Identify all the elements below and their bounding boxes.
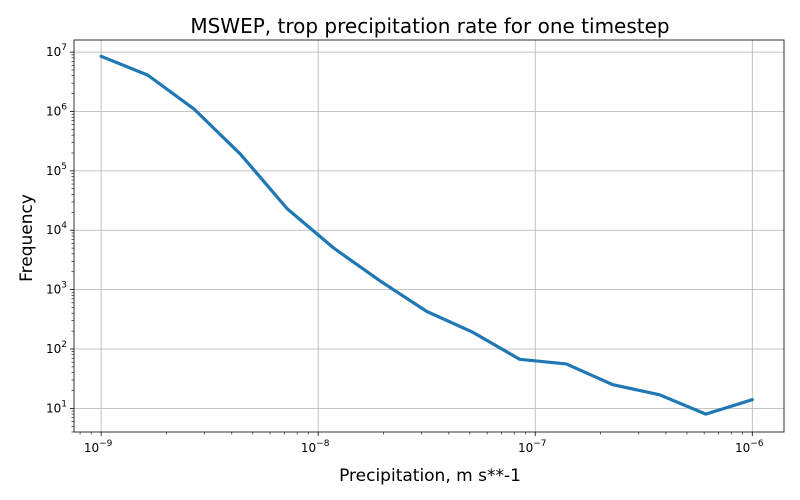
y-tick-label: 104 xyxy=(46,221,67,237)
axes xyxy=(70,39,785,436)
chart-title: MSWEP, trop precipitation rate for one t… xyxy=(190,14,669,38)
x-tick-labels: 10−9 10−8 10−7 10−6 xyxy=(84,439,764,455)
y-axis-label: Frequency xyxy=(17,194,37,282)
y-tick-label: 105 xyxy=(46,162,67,178)
x-tick-label: 10−8 xyxy=(301,439,330,455)
y-tick-label: 103 xyxy=(46,281,67,297)
y-tick-labels: 101 102 103 104 105 106 107 xyxy=(46,43,67,415)
x-axis-label: Precipitation, m s**-1 xyxy=(339,466,521,486)
y-tick-label: 106 xyxy=(46,102,67,118)
x-tick-label: 10−6 xyxy=(735,439,764,455)
y-tick-label: 101 xyxy=(46,399,67,415)
y-tick-label: 102 xyxy=(46,340,67,356)
plot-frame xyxy=(73,39,785,433)
x-tick-label: 10−7 xyxy=(518,439,547,455)
y-tick-label: 107 xyxy=(46,43,67,59)
x-tick-label: 10−9 xyxy=(84,439,113,455)
series-line xyxy=(99,54,754,416)
grid xyxy=(74,40,784,432)
series-layer xyxy=(99,54,754,416)
